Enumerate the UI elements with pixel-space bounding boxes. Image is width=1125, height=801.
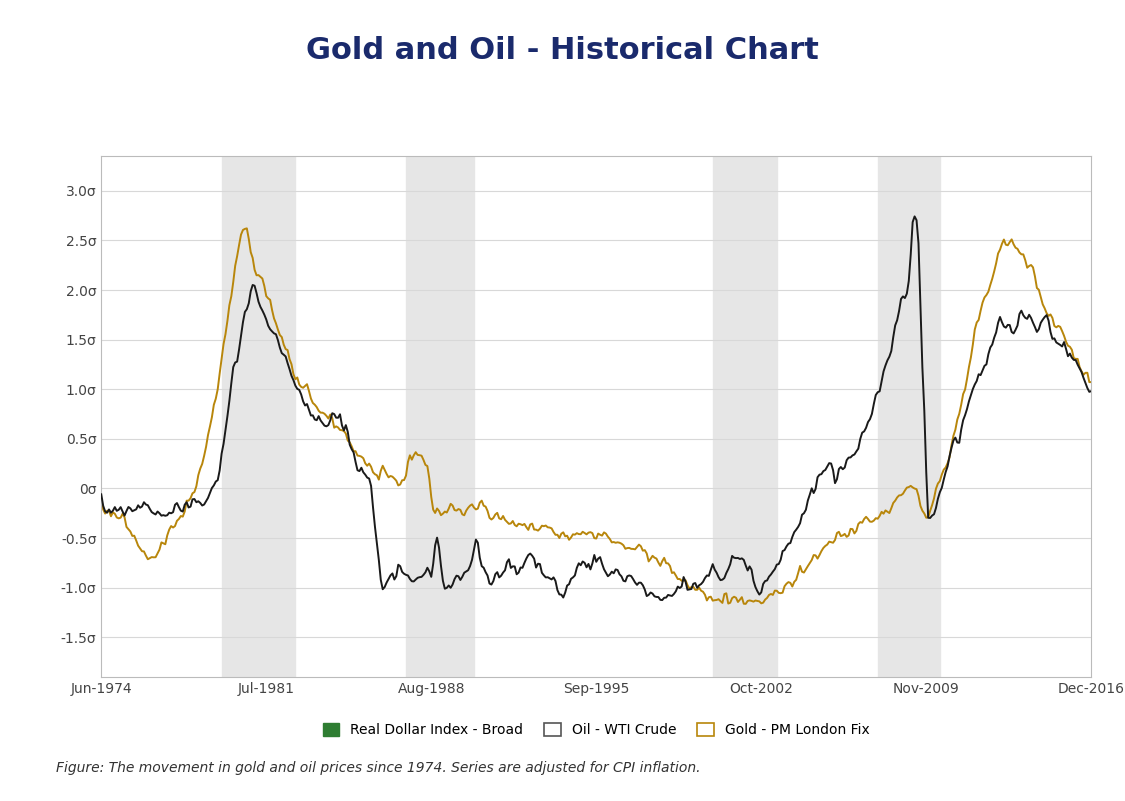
Text: Gold and Oil - Historical Chart: Gold and Oil - Historical Chart — [306, 36, 819, 65]
Bar — [222, 156, 296, 677]
Legend: Real Dollar Index - Broad, Oil - WTI Crude, Gold - PM London Fix: Real Dollar Index - Broad, Oil - WTI Cru… — [317, 718, 875, 743]
Text: Figure: The movement in gold and oil prices since 1974. Series are adjusted for : Figure: The movement in gold and oil pri… — [56, 761, 701, 775]
Bar — [878, 156, 939, 677]
Bar — [713, 156, 776, 677]
Bar — [406, 156, 474, 677]
